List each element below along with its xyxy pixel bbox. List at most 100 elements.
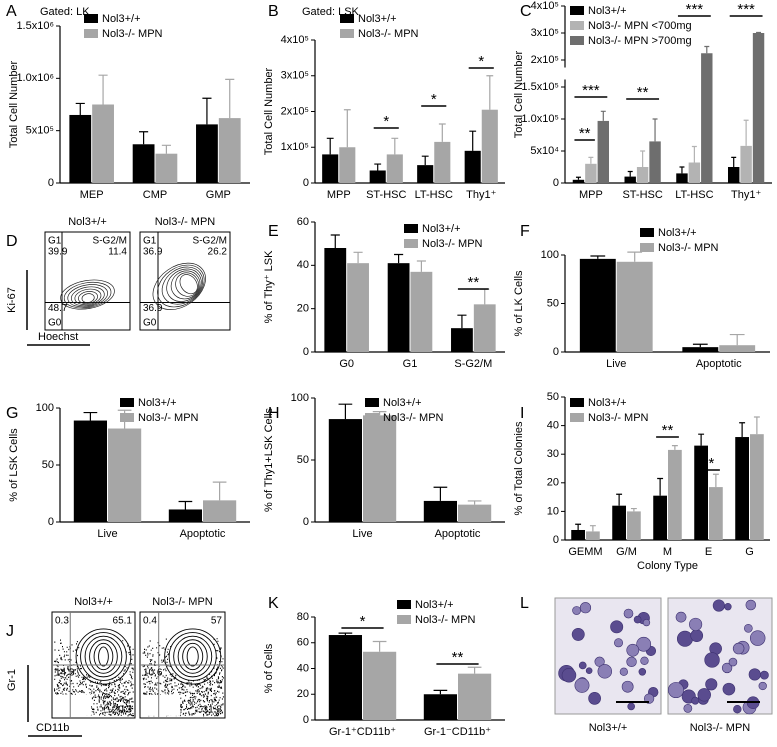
- panel-letter: F: [520, 223, 530, 240]
- error-bar: [575, 176, 581, 180]
- legend-label: Nol3-/- MPN: [658, 242, 719, 254]
- y-tick-label: 80: [297, 611, 309, 623]
- legend-swatch: [397, 615, 411, 624]
- error-bar: [372, 640, 387, 652]
- error-bar: [416, 260, 426, 272]
- error-bar: [225, 78, 235, 119]
- y-tick-label: 1x10⁵: [281, 141, 309, 153]
- cell: [623, 608, 634, 619]
- legend-swatch: [570, 36, 584, 45]
- error-bar: [652, 118, 658, 142]
- bar: [363, 415, 397, 522]
- legend-label: Nol3-/- MPN: [138, 412, 199, 424]
- cell: [712, 599, 725, 612]
- y-tick-label: 30: [547, 448, 559, 460]
- cell: [704, 652, 720, 668]
- y-tick-label: 0: [303, 177, 309, 189]
- x-tick-label: ST-HSC: [622, 189, 662, 201]
- y-tick-label: 50: [42, 459, 54, 471]
- bar: [363, 651, 397, 720]
- y-axis-label: Total Cell Number: [513, 50, 525, 138]
- contour: [175, 272, 200, 297]
- cell: [636, 636, 652, 652]
- cell: [642, 619, 651, 627]
- significance-mark: *: [383, 113, 389, 130]
- error-bar: [630, 507, 637, 512]
- x-tick-label: MPP: [327, 189, 351, 201]
- y-tick-label: 40: [547, 420, 559, 432]
- bar: [155, 153, 178, 183]
- cell: [724, 603, 732, 611]
- bar: [653, 495, 667, 540]
- error-bar: [743, 119, 749, 146]
- legend-swatch: [397, 600, 411, 609]
- y-tick-label: 50: [547, 391, 559, 403]
- y-tick-label: 3x10⁵: [281, 70, 309, 82]
- y-tick-label: 1.5x10⁶: [16, 20, 54, 32]
- gate-value: 36.9: [143, 303, 163, 314]
- bar: [597, 120, 610, 183]
- y-tick-label: 0: [303, 346, 309, 358]
- legend-label: Nol3+/+: [358, 13, 397, 25]
- panel-letter: J: [6, 623, 14, 640]
- cell: [705, 678, 718, 691]
- x-tick-label: Apoptotic: [696, 358, 742, 370]
- plot-title: Nol3+/+: [68, 216, 107, 228]
- bar: [458, 504, 492, 522]
- y-tick-label: 100: [36, 402, 54, 414]
- legend-swatch: [570, 398, 584, 407]
- panel-letter: C: [520, 3, 532, 20]
- panel-letter: B: [268, 3, 279, 20]
- bar: [627, 511, 641, 540]
- y-tick-label: 1.0x10⁵: [521, 113, 559, 125]
- x-tick-label: Gr-1⁺CD11b⁺: [329, 726, 396, 738]
- error-bar: [753, 416, 760, 435]
- x-axis-label: CD11b: [36, 722, 69, 734]
- error-bar: [75, 102, 85, 115]
- x-tick-label: S-G2/M: [454, 358, 492, 370]
- legend-label: Nol3+/+: [383, 397, 422, 409]
- gate-label: G0: [143, 318, 157, 329]
- bar: [682, 347, 719, 352]
- y-tick-label: 20: [297, 303, 309, 315]
- cell: [633, 615, 642, 624]
- y-tick-label: 60: [297, 216, 309, 228]
- bar: [616, 261, 653, 352]
- error-bar: [467, 500, 482, 505]
- y-tick-label: 50: [297, 454, 309, 466]
- error-bar: [691, 145, 697, 163]
- error-bar: [330, 234, 340, 248]
- y-axis-label: % of LSK Cells: [8, 428, 20, 502]
- error-bar: [338, 632, 353, 636]
- quadrant-value: 0.3: [55, 616, 69, 627]
- significance-mark: *: [431, 91, 437, 108]
- x-axis-label: Hoechst: [38, 331, 78, 343]
- legend-label: Nol3+/+: [588, 5, 627, 17]
- contour: [157, 264, 205, 308]
- plot-title: Nol3+/+: [74, 596, 113, 608]
- legend-label: Nol3-/- MPN <700mg: [588, 20, 692, 32]
- bar: [322, 154, 339, 183]
- bar: [740, 145, 752, 183]
- contour: [152, 262, 206, 310]
- x-tick-label: G0: [339, 358, 354, 370]
- contour: [164, 628, 222, 685]
- bar: [752, 33, 765, 183]
- bar: [571, 529, 585, 540]
- legend-swatch: [340, 14, 354, 23]
- gate-value: 48.7: [48, 303, 68, 314]
- x-tick-label: M: [663, 546, 672, 558]
- error-bar: [486, 75, 494, 110]
- cell: [732, 642, 745, 655]
- bar: [339, 147, 356, 183]
- error-bar: [326, 137, 334, 155]
- x-tick-label: G/M: [616, 546, 637, 558]
- x-tick-label: G: [745, 546, 754, 558]
- error-bar: [343, 109, 351, 148]
- cell: [758, 681, 767, 691]
- bar: [451, 328, 473, 352]
- legend-label: Nol3-/- MPN: [422, 238, 483, 250]
- error-bar: [692, 343, 708, 348]
- bar: [423, 500, 457, 522]
